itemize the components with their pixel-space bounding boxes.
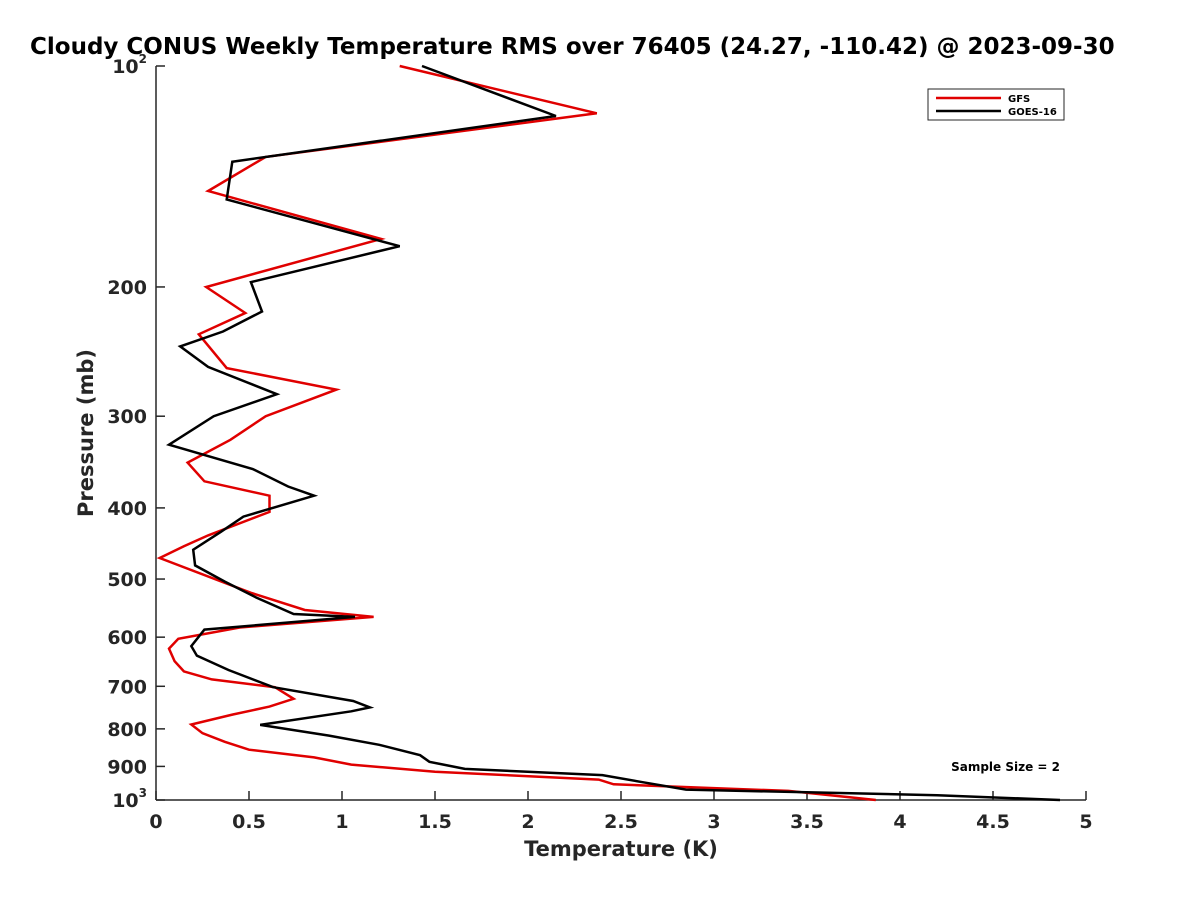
x-tick-label: 2.5 <box>604 811 638 833</box>
y-tick-label: 600 <box>107 627 147 649</box>
x-tick-label: 0.5 <box>232 811 266 833</box>
y-tick-label: 400 <box>107 498 147 520</box>
legend-label: GOES-16 <box>1008 107 1057 118</box>
x-tick-label: 4 <box>893 811 906 833</box>
chart-title: Cloudy CONUS Weekly Temperature RMS over… <box>30 34 1115 60</box>
x-tick-label: 1.5 <box>418 811 452 833</box>
y-tick-label: 500 <box>107 569 147 591</box>
x-ticks: 0 0.5 1 1.5 2 2.5 3 3.5 4 4.5 5 <box>149 791 1093 833</box>
series-line-goes-16 <box>165 64 1061 802</box>
x-tick-label: 0 <box>149 811 162 833</box>
x-tick-label: 5 <box>1079 811 1092 833</box>
x-tick-label: 2 <box>521 811 534 833</box>
y-tick-label: 200 <box>107 277 147 299</box>
plot-area: 0 0.5 1 1.5 2 2.5 3 3.5 4 4.5 5 102 200 300 400 500 600… <box>107 52 1092 833</box>
y-tick-label: 800 <box>107 719 147 741</box>
x-tick-label: 3.5 <box>790 811 824 833</box>
legend-label: GFS <box>1008 94 1030 105</box>
y-ticks: 102 200 300 400 500 600 700 800 900 103 <box>107 52 165 812</box>
x-tick-label: 1 <box>335 811 348 833</box>
legend: GFS GOES-16 <box>927 88 1065 121</box>
y-tick-label: 700 <box>107 676 147 698</box>
series-lines <box>156 64 1061 802</box>
y-tick-label: 102 <box>112 52 147 78</box>
y-tick-label: 300 <box>107 406 147 428</box>
y-tick-label: 103 <box>112 786 147 812</box>
sample-size-annotation: Sample Size = 2 <box>951 760 1060 774</box>
x-tick-label: 3 <box>707 811 720 833</box>
series-line-gfs <box>156 64 876 802</box>
x-tick-label: 4.5 <box>976 811 1010 833</box>
legend-box <box>927 88 1065 121</box>
y-tick-label: 900 <box>107 756 147 778</box>
x-axis-label: Temperature (K) <box>524 837 718 861</box>
y-axis-label: Pressure (mb) <box>74 349 98 517</box>
